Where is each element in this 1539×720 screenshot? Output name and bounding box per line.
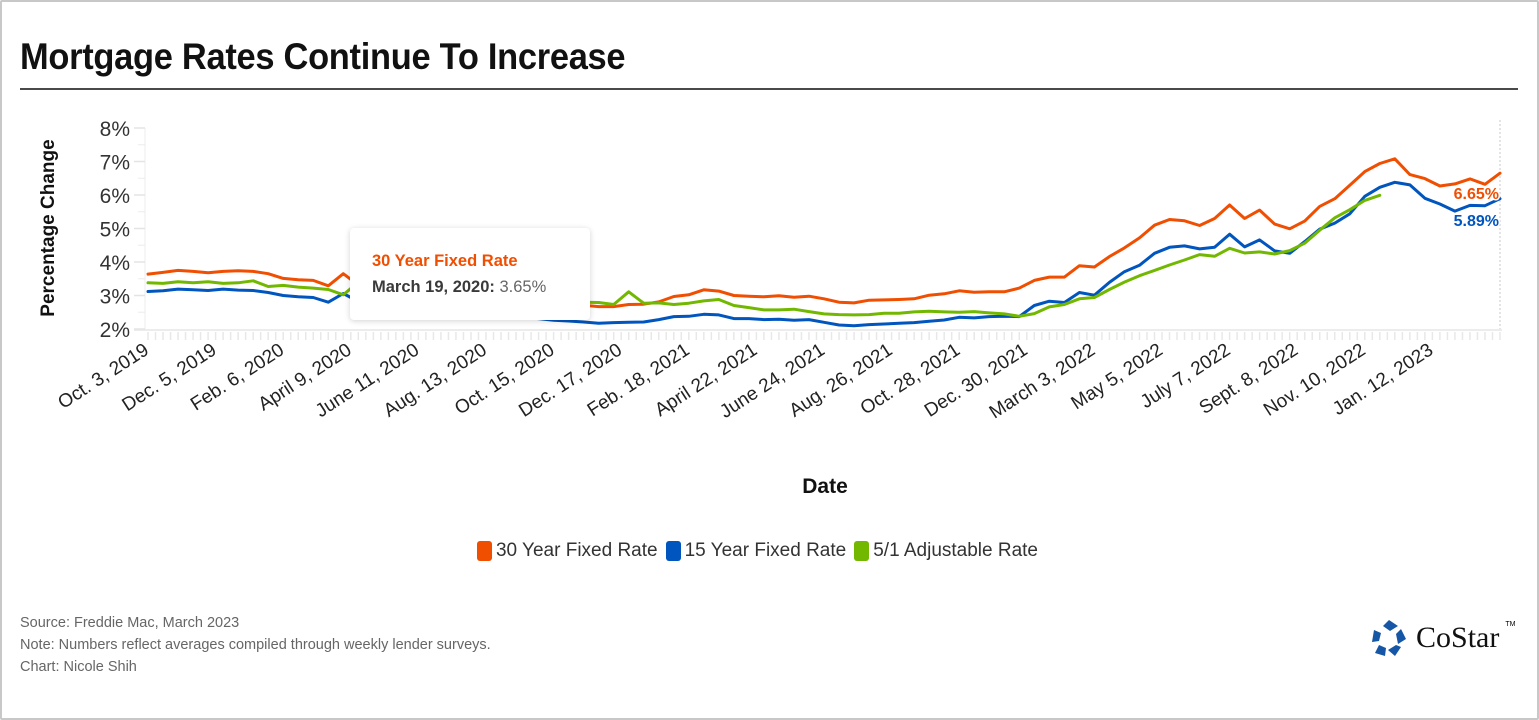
tooltip-date: March 19, 2020: [372,278,495,296]
legend-label: 30 Year Fixed Rate [495,540,658,561]
y-tick-label: 4% [100,252,130,275]
y-tick-label: 3% [100,286,130,309]
y-tick-label: 7% [100,152,130,175]
x-axis-title: Date [802,475,848,498]
legend-swatch-30-year [476,541,492,561]
costar-star-icon [1372,620,1406,656]
y-tick-label: 2% [100,319,130,342]
legend-item-30-year[interactable]: 30 Year Fixed Rate [476,540,658,562]
y-axis: 2% 3% 4% 5% 6% 7% 8% [100,118,146,342]
source-note: Source: Freddie Mac, March 2023 [20,615,240,631]
footer-notes: Source: Freddie Mac, March 2023 Note: Nu… [20,612,491,678]
tooltip-value: 3.65% [499,278,547,296]
y-tick-label: 6% [100,185,130,208]
y-tick-label: 5% [100,219,130,242]
title-divider [20,88,1518,90]
legend-swatch-5-1-arm [854,541,870,561]
legend-label: 5/1 Adjustable Rate [873,540,1039,561]
hover-tooltip: 30 Year Fixed Rate March 19, 2020: 3.65% [350,228,590,320]
logo-trademark: TM [1505,620,1516,628]
methodology-note: Note: Numbers reflect averages compiled … [20,637,491,653]
tooltip-body: March 19, 2020: 3.65% [372,278,546,297]
legend-swatch-15-year [665,541,681,561]
tooltip-series: 30 Year Fixed Rate [372,252,518,270]
legend-item-15-year[interactable]: 15 Year Fixed Rate [665,540,847,562]
end-label-30-year: 6.65% [1454,186,1499,203]
y-axis-title: Percentage Change [38,139,59,316]
legend-item-5-1-arm[interactable]: 5/1 Adjustable Rate [854,540,1038,562]
chart-title: Mortgage Rates Continue To Increase [20,36,626,77]
costar-logo: CoStar TM [1368,617,1515,659]
end-label-15-year: 5.89% [1454,213,1499,230]
chart-credit: Chart: Nicole Shih [20,659,137,675]
legend: 30 Year Fixed Rate 15 Year Fixed Rate 5/… [0,540,1515,562]
logo-wordmark: CoStar [1416,621,1500,654]
legend-label: 15 Year Fixed Rate [684,540,847,561]
y-tick-label: 8% [100,118,130,141]
